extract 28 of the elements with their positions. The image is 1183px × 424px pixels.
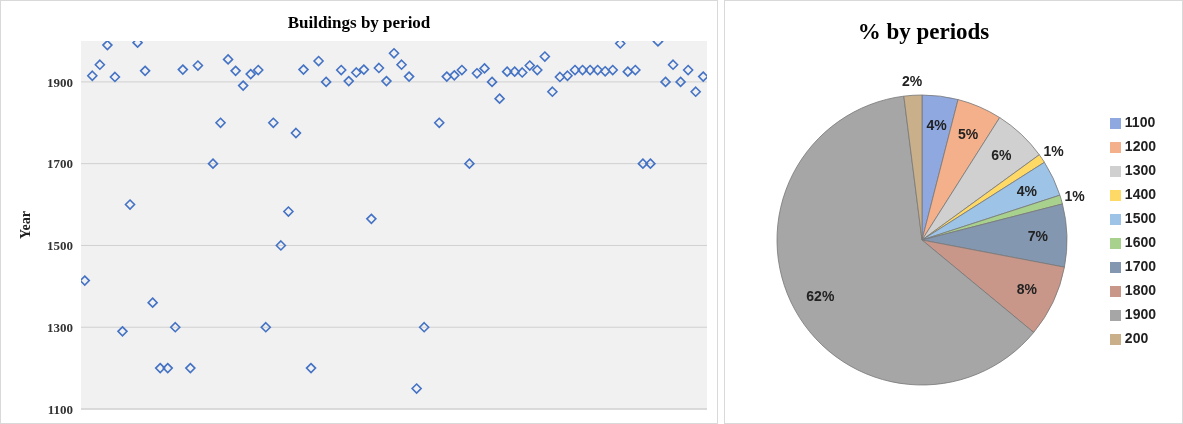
y-tick-label: 1100 (47, 401, 73, 417)
legend-label: 200 (1124, 330, 1149, 346)
legend-label: 1800 (1124, 282, 1156, 298)
data-label: 1% (1064, 187, 1086, 204)
legend-label: 1900 (1124, 306, 1156, 322)
y-axis-title: Year (17, 211, 33, 239)
data-label: 6% (991, 147, 1013, 164)
y-tick-label: 1500 (47, 238, 73, 254)
legend-label: 1300 (1124, 162, 1156, 178)
legend-label: 1500 (1124, 210, 1156, 226)
data-label: 2% (901, 73, 923, 90)
data-label: 5% (957, 125, 979, 142)
chart-title: Buildings by period (286, 13, 432, 33)
data-label: 8% (1016, 281, 1038, 298)
legend-label: 1600 (1124, 234, 1156, 250)
data-label: 62% (806, 287, 835, 304)
y-tick-label: 1300 (47, 319, 73, 335)
data-label: 4% (926, 116, 948, 133)
data-label: 7% (1027, 228, 1049, 245)
legend-label: 1100 (1124, 114, 1156, 130)
y-tick-label: 1700 (47, 156, 73, 172)
legend-label: 1700 (1124, 258, 1156, 274)
data-label: 4% (1016, 182, 1038, 199)
legend-label: 1400 (1124, 186, 1156, 202)
legend-label: 1200 (1124, 138, 1156, 154)
data-label: 1% (1043, 142, 1065, 159)
chart-title: % by periods (856, 19, 991, 45)
y-tick-label: 1900 (47, 74, 73, 90)
